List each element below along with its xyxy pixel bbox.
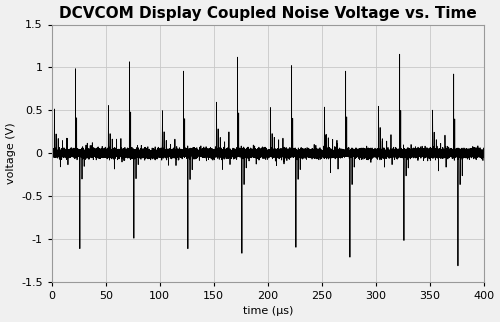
X-axis label: time (μs): time (μs): [242, 307, 293, 317]
Y-axis label: voltage (V): voltage (V): [6, 122, 16, 184]
Title: DCVCOM Display Coupled Noise Voltage vs. Time: DCVCOM Display Coupled Noise Voltage vs.…: [59, 5, 476, 21]
